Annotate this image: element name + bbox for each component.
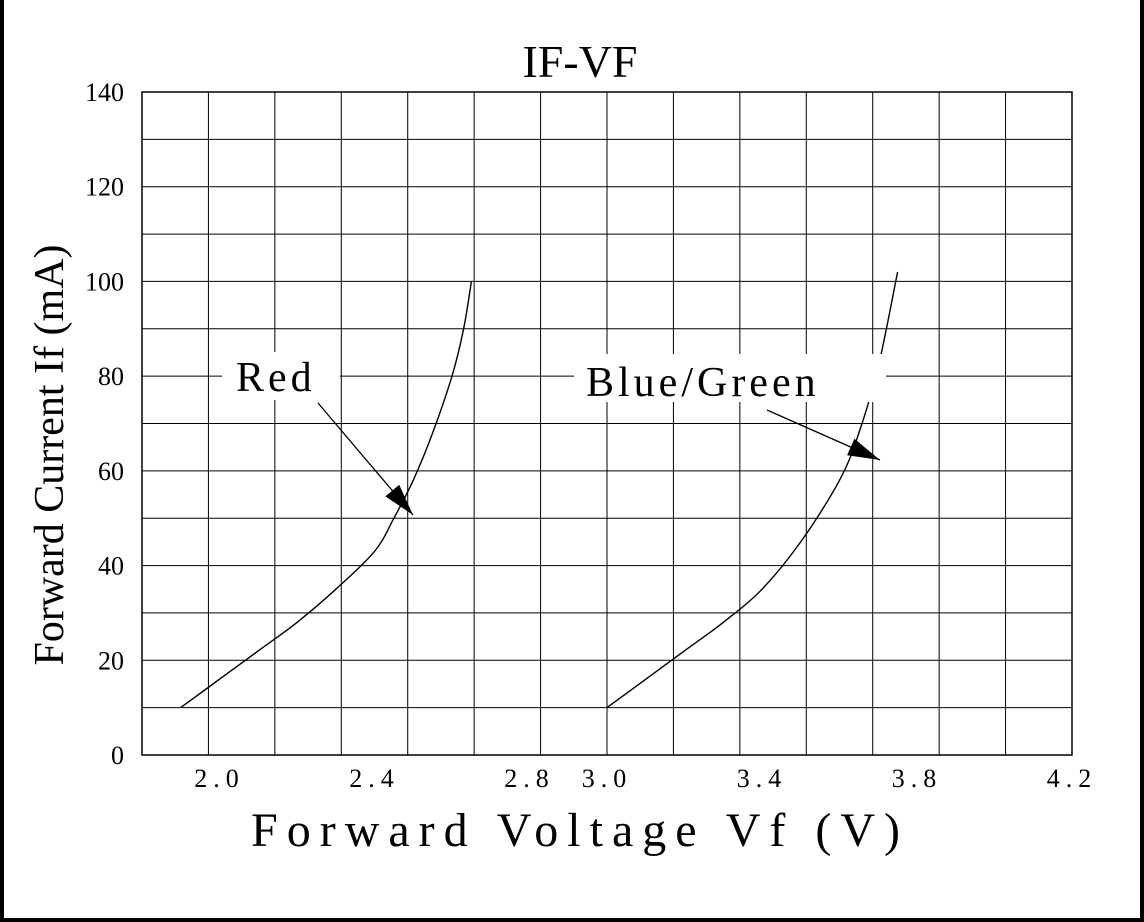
y-tick-label: 140	[85, 78, 124, 107]
arrow-blue-green-head	[847, 438, 880, 460]
y-tick-label: 80	[98, 362, 124, 391]
y-tick-label: 100	[85, 267, 124, 296]
x-tick-label: 2.0	[194, 764, 245, 793]
series-line-red	[180, 281, 473, 709]
y-tick-labels: 0 20 40 60 80 100 120 140	[85, 78, 124, 770]
y-tick-label: 120	[85, 173, 124, 202]
x-axis-label: Forward Voltage Vf (V)	[251, 804, 909, 857]
annotation-blue-green: Blue/Green	[586, 360, 820, 406]
plot-border	[141, 91, 1073, 756]
x-tick-label: 2.4	[349, 764, 400, 793]
y-tick-label: 0	[111, 741, 124, 770]
annotation-arrows	[317, 402, 881, 516]
bluegreen-label-backing	[574, 354, 886, 402]
annotation-red: Red	[236, 355, 316, 401]
y-tick-label: 20	[98, 646, 124, 675]
x-tick-label: 2.8	[504, 764, 555, 793]
y-tick-label: 40	[98, 552, 124, 581]
grid-lines	[142, 92, 1072, 755]
series-lines	[180, 271, 899, 709]
chart-title: IF-VF	[522, 36, 637, 87]
x-tick-label: 3.0	[582, 764, 633, 793]
x-tick-label: 4.2	[1047, 764, 1098, 793]
y-tick-label: 60	[98, 457, 124, 486]
red-label-backing	[222, 352, 340, 400]
series-line-blue-green	[606, 271, 899, 709]
y-axis-label: Forward Current If (mA)	[27, 244, 73, 665]
x-tick-labels: 2.0 2.4 2.8 3.0 3.4 3.8 4.2	[194, 764, 1098, 793]
x-tick-label: 3.4	[737, 764, 788, 793]
x-tick-label: 3.8	[892, 764, 943, 793]
arrow-red-head	[385, 484, 413, 515]
